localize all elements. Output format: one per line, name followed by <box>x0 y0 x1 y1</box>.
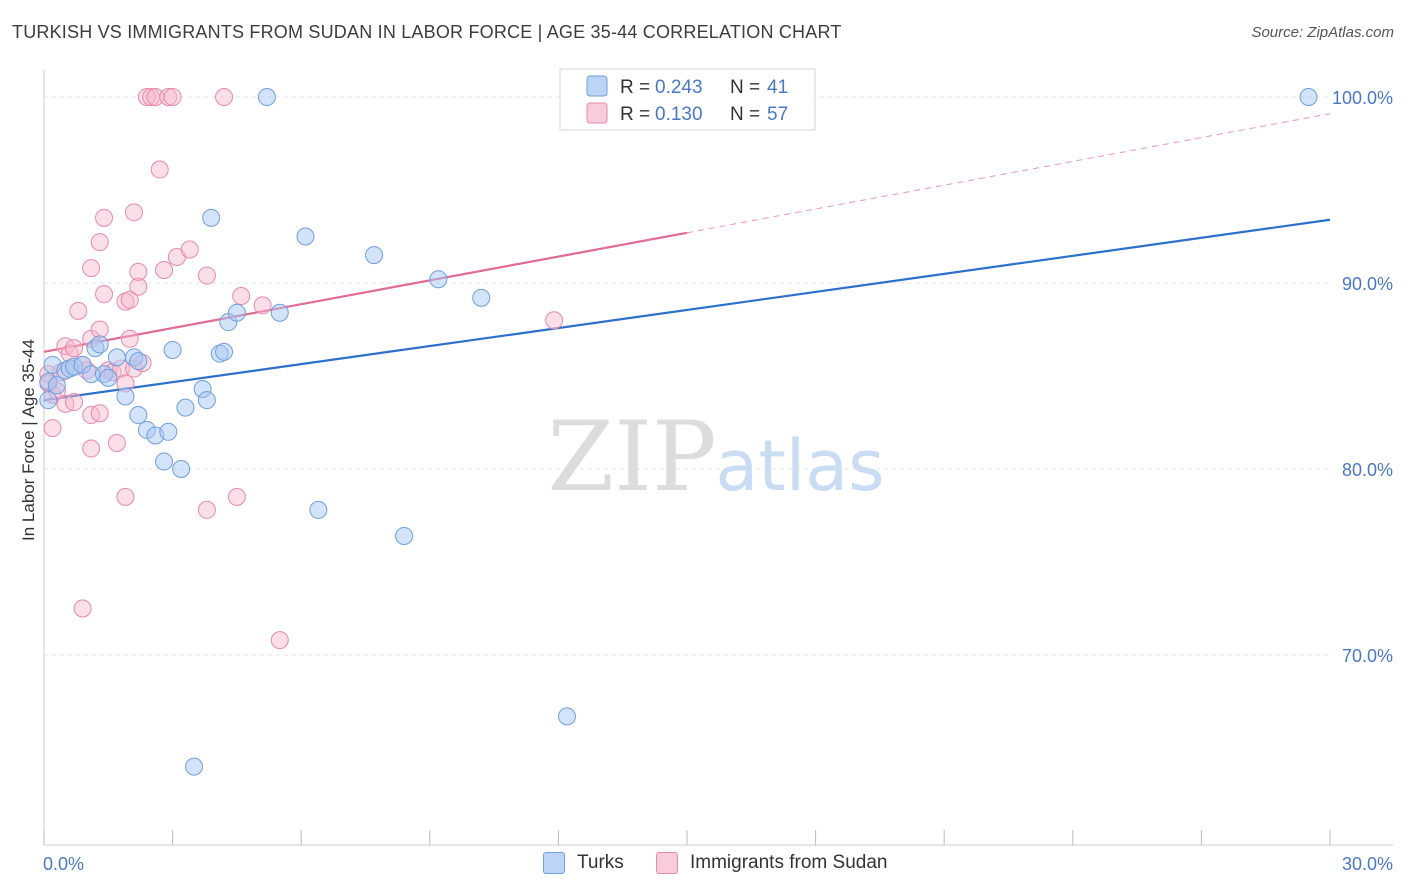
point-sudan-48 <box>197 500 216 519</box>
watermark-atlas: atlas <box>715 425 884 507</box>
x-tick-label-0: 0.0% <box>43 854 84 874</box>
point-sudan-17 <box>82 259 101 278</box>
legend-item-turks[interactable]: Turks <box>543 852 624 874</box>
point-turks-29 <box>215 342 234 361</box>
point-turks-16 <box>129 406 148 425</box>
legend-top: R = 0.243 N = 41 R = 0.130 N = 57 <box>559 68 816 131</box>
legend-swatch-pink <box>586 102 608 124</box>
point-sudan-50 <box>227 487 246 506</box>
tick-labels: 70.0% 80.0% 90.0% 100.0% 0.0% 30.0% <box>43 88 1393 874</box>
point-sudan-53 <box>270 631 289 650</box>
point-sudan-22 <box>95 285 114 304</box>
point-turks-32 <box>257 88 276 106</box>
point-sudan-36 <box>129 262 148 281</box>
point-turks-10 <box>90 335 109 354</box>
point-sudan-10 <box>65 339 84 358</box>
point-turks-12 <box>99 368 118 387</box>
point-turks-41 <box>185 757 204 776</box>
legend-r-label-1: R = <box>620 104 650 125</box>
watermark-zip: ZIP <box>547 401 716 513</box>
point-sudan-32 <box>120 290 139 309</box>
legend-n-label-1: N = <box>730 104 760 125</box>
point-sudan-9 <box>65 393 84 412</box>
point-sudan-12 <box>73 599 92 618</box>
point-turks-40 <box>557 707 576 726</box>
trend-line-turks <box>43 218 1331 402</box>
point-sudan-11 <box>69 301 88 320</box>
point-turks-24 <box>176 398 195 417</box>
source-credit: Source: ZipAtlas.com <box>1251 24 1394 41</box>
point-turks-35 <box>309 500 328 519</box>
point-sudan-43 <box>159 88 178 106</box>
legend-swatch-blue <box>586 75 608 97</box>
point-sudan-3 <box>43 419 62 438</box>
point-sudan-16 <box>82 439 101 458</box>
point-sudan-46 <box>180 240 199 259</box>
point-turks-1 <box>39 391 58 410</box>
legend-r-value-1: 0.130 <box>655 104 703 125</box>
legend-label-sudan: Immigrants from Sudan <box>690 852 888 873</box>
point-sudan-52 <box>253 296 272 315</box>
point-sudan-19 <box>90 233 109 252</box>
point-turks-42 <box>1299 88 1318 106</box>
legend-n-label-0: N = <box>730 77 760 98</box>
trend-line-sudan-extension <box>686 113 1331 234</box>
point-sudan-26 <box>107 433 126 452</box>
point-turks-38 <box>429 270 448 289</box>
point-turks-3 <box>47 376 66 395</box>
point-sudan-41 <box>150 160 169 179</box>
point-turks-39 <box>472 288 491 307</box>
trend-line-sudan <box>43 231 688 353</box>
legend-label-turks: Turks <box>577 852 624 873</box>
watermark: ZIP atlas <box>547 401 884 513</box>
point-turks-20 <box>155 452 174 471</box>
y-tick-label-1: 80.0% <box>1342 460 1393 480</box>
point-sudan-51 <box>232 287 251 306</box>
legend-item-sudan[interactable]: Immigrants from Sudan <box>656 852 887 874</box>
legend-swatch-blue <box>543 852 565 874</box>
point-turks-37 <box>395 526 414 545</box>
grid-lines <box>44 96 1330 656</box>
data-points <box>39 88 1318 776</box>
point-turks-22 <box>163 340 182 359</box>
point-sudan-23 <box>95 208 114 227</box>
point-turks-17 <box>129 352 148 371</box>
legend-r-value-0: 0.243 <box>655 77 703 98</box>
point-sudan-44 <box>163 88 182 106</box>
point-turks-36 <box>365 246 384 265</box>
point-turks-26 <box>197 391 216 410</box>
point-sudan-49 <box>215 88 234 106</box>
point-turks-21 <box>159 422 178 441</box>
y-tick-label-2: 90.0% <box>1342 274 1393 294</box>
point-turks-13 <box>107 348 126 367</box>
legend-r-label-0: R = <box>620 77 650 98</box>
point-sudan-30 <box>116 487 135 506</box>
point-sudan-21 <box>90 404 109 423</box>
point-sudan-35 <box>129 277 148 296</box>
point-turks-34 <box>296 227 315 246</box>
chart-title: TURKISH VS IMMIGRANTS FROM SUDAN IN LABO… <box>12 22 842 42</box>
point-turks-23 <box>172 460 191 478</box>
point-sudan-42 <box>155 260 174 279</box>
legend-swatch-pink <box>656 852 678 874</box>
point-sudan-54 <box>545 311 564 330</box>
point-turks-31 <box>227 303 246 322</box>
point-turks-33 <box>270 303 289 322</box>
x-tick-label-1: 30.0% <box>1342 854 1393 874</box>
point-sudan-47 <box>197 266 216 285</box>
legend-n-value-1: 57 <box>767 104 788 125</box>
axes <box>43 70 1393 846</box>
point-sudan-33 <box>125 203 144 222</box>
point-turks-14 <box>116 387 135 406</box>
trend-lines <box>43 113 1331 402</box>
y-tick-label-0: 70.0% <box>1342 646 1393 666</box>
point-turks-27 <box>202 208 221 227</box>
point-sudan-31 <box>120 329 139 348</box>
legend-n-value-0: 41 <box>767 77 788 98</box>
legend-bottom: Turks Immigrants from Sudan <box>0 852 1406 878</box>
y-tick-label-3: 100.0% <box>1332 88 1393 108</box>
